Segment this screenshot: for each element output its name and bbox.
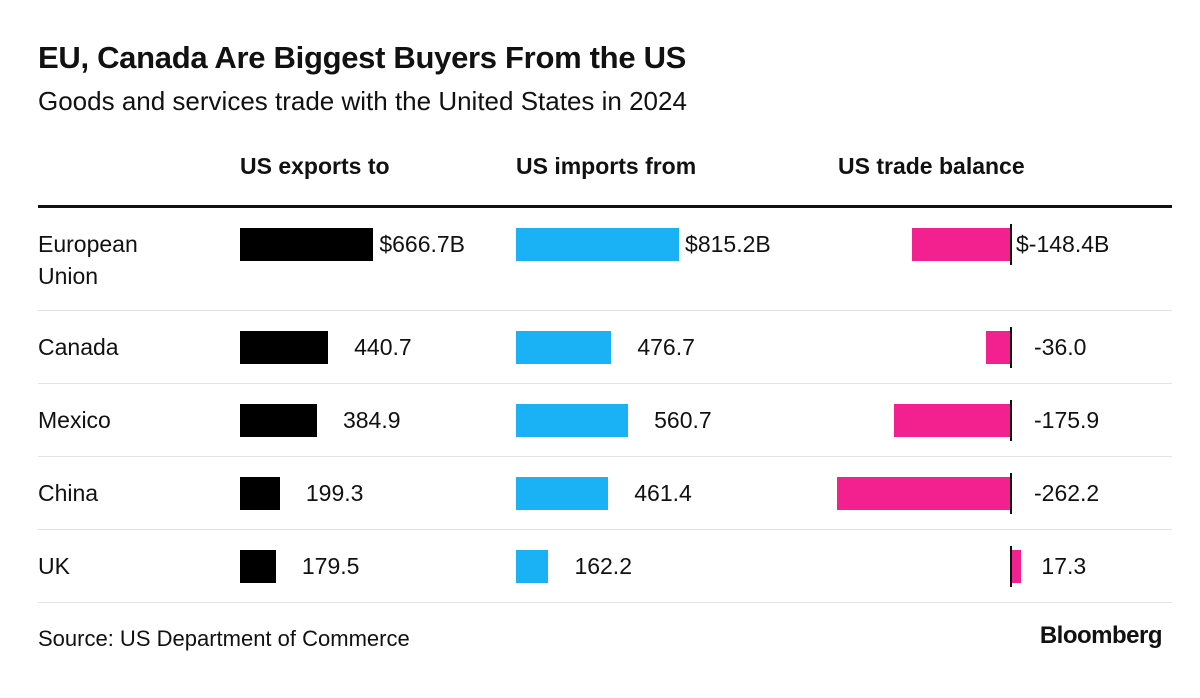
value-label: 476.7 bbox=[637, 334, 695, 360]
row-label-line: Union bbox=[38, 263, 99, 289]
value-label: -262.2 bbox=[1034, 480, 1100, 506]
value-label: $666.7B bbox=[379, 231, 466, 257]
bar-imports bbox=[516, 404, 629, 437]
value-label: $-148.4B bbox=[1016, 231, 1110, 257]
bar-imports bbox=[516, 477, 609, 510]
value-label: 440.7 bbox=[354, 334, 412, 360]
row-label-line: Canada bbox=[38, 334, 119, 360]
bar-balance bbox=[836, 477, 1010, 510]
column-header-exports: US exports to bbox=[240, 153, 390, 179]
row-separator bbox=[38, 383, 1172, 384]
zero-axis-line bbox=[1010, 546, 1012, 587]
source-note: Source: US Department of Commerce bbox=[38, 626, 410, 651]
bar-imports bbox=[516, 550, 549, 583]
row-label: Canada bbox=[38, 331, 119, 363]
bar-exports bbox=[240, 550, 276, 583]
value-label: -36.0 bbox=[1034, 334, 1087, 360]
chart-title: EU, Canada Are Biggest Buyers From the U… bbox=[38, 40, 687, 75]
row-label: European Union bbox=[38, 228, 138, 292]
row-label-line: China bbox=[38, 480, 99, 506]
row-separator bbox=[38, 310, 1172, 311]
bar-balance bbox=[986, 331, 1010, 364]
column-header-balance: US trade balance bbox=[838, 153, 1025, 179]
row-label-line: Mexico bbox=[38, 407, 111, 433]
row-separator bbox=[38, 456, 1172, 457]
bar-exports bbox=[240, 404, 317, 437]
zero-axis-line bbox=[1010, 224, 1012, 265]
value-label: 179.5 bbox=[301, 553, 360, 579]
row-label-line: European bbox=[38, 231, 138, 257]
bar-exports bbox=[240, 477, 280, 510]
value-label: 17.3 bbox=[1041, 553, 1087, 579]
row-separator bbox=[38, 602, 1172, 603]
value-label: 199.3 bbox=[305, 480, 364, 506]
zero-axis-line bbox=[1010, 473, 1012, 514]
bloomberg-logo: Bloomberg bbox=[1039, 622, 1163, 649]
value-label: 384.9 bbox=[342, 407, 401, 433]
row-separator bbox=[38, 529, 1172, 530]
row-label-line: UK bbox=[38, 553, 70, 579]
bar-exports bbox=[240, 331, 329, 364]
row-label: UK bbox=[38, 550, 70, 582]
column-header-imports: US imports from bbox=[516, 153, 697, 179]
zero-axis-line bbox=[1010, 327, 1012, 368]
value-label: 560.7 bbox=[654, 407, 712, 433]
chart-subtitle: Goods and services trade with the United… bbox=[38, 86, 687, 116]
bar-balance bbox=[912, 228, 1010, 261]
row-label: China bbox=[38, 477, 98, 509]
value-label: $815.2B bbox=[685, 231, 771, 257]
bar-imports bbox=[516, 331, 612, 364]
bar-imports bbox=[516, 228, 680, 261]
value-label: -175.9 bbox=[1034, 407, 1100, 433]
bar-balance bbox=[893, 404, 1010, 437]
zero-axis-line bbox=[1010, 400, 1012, 441]
value-label: 162.2 bbox=[574, 553, 632, 579]
row-label: Mexico bbox=[38, 404, 111, 436]
header-rule bbox=[38, 205, 1172, 208]
bar-exports bbox=[240, 228, 374, 261]
bar-balance bbox=[1010, 550, 1022, 583]
value-label: 461.4 bbox=[634, 480, 692, 506]
